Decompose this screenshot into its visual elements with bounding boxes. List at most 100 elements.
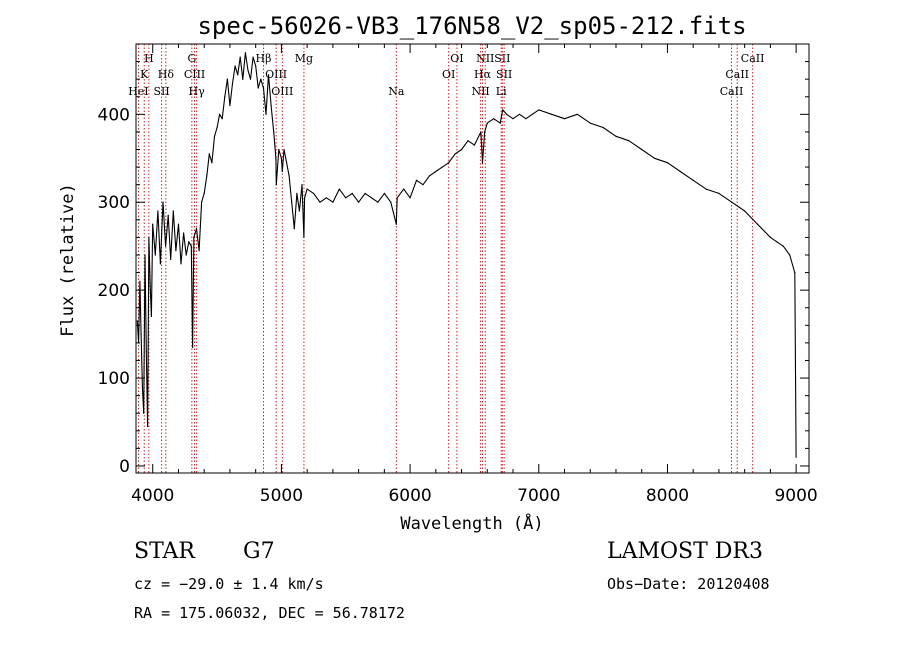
spectrum-point <box>185 254 187 256</box>
spectrum-point <box>396 197 398 199</box>
spectrum-point <box>518 113 521 115</box>
spectrum-point <box>370 197 373 199</box>
spectrum-point <box>144 254 146 256</box>
y-tick-label: 400 <box>98 105 130 125</box>
spectrum-point <box>180 263 182 265</box>
spectrum-point <box>192 346 194 348</box>
spectrum-point <box>280 157 282 159</box>
spectrum-point <box>301 184 303 186</box>
object-class: STAR <box>134 539 195 564</box>
spectrum-point <box>538 109 540 111</box>
spectrum-point <box>304 197 306 199</box>
spectrum-point <box>377 201 379 203</box>
line-label-9: OIII <box>265 68 287 81</box>
spectrum-point <box>403 188 405 190</box>
y-tick-label: 0 <box>119 457 130 477</box>
spectrum-point <box>262 87 265 89</box>
spectrum-line <box>136 52 797 458</box>
chart-title: spec-56026-VB3_176N58_V2_sp05-212.fits <box>197 12 746 40</box>
spectrum-point <box>293 228 295 230</box>
line-label-8: Hβ <box>256 52 272 65</box>
line-label-10: OIII <box>271 85 293 98</box>
spectrum-point <box>159 263 161 265</box>
line-label-16: Hα <box>474 68 492 81</box>
y-tick-label: 100 <box>98 369 130 389</box>
spectrum-point <box>782 245 784 247</box>
x-tick-label: 7000 <box>517 486 560 506</box>
plot-frame <box>135 43 810 474</box>
x-tick-label: 6000 <box>388 486 431 506</box>
spectrum-point <box>789 254 791 256</box>
y-tick-label: 200 <box>98 281 130 301</box>
line-label-2: HeI <box>128 85 148 98</box>
spectrum-point <box>136 320 138 322</box>
spectrum-point <box>641 148 643 151</box>
spectrum-point <box>296 192 298 194</box>
spectrum-point <box>422 184 424 186</box>
spectrum-point <box>157 210 159 212</box>
spectrum-point <box>291 201 293 203</box>
line-label-22: CaII <box>725 68 749 81</box>
spectrum-point <box>221 118 223 120</box>
spectrum-point <box>252 56 254 58</box>
spectrum-point <box>195 228 198 230</box>
spectrum-point <box>298 210 300 212</box>
spectrum-point <box>666 162 669 164</box>
spectrum-point <box>275 184 277 186</box>
spectrum-point <box>692 179 694 181</box>
spectrum-point <box>140 333 142 335</box>
spectrum-point <box>731 201 733 203</box>
spectrum-point <box>152 223 154 225</box>
spectrum-point <box>441 166 443 168</box>
spectrum-point <box>390 201 392 203</box>
spectrum-point <box>325 197 327 199</box>
spectrum-point <box>247 69 249 71</box>
spectrum-point <box>338 188 340 190</box>
line-label-14: OI <box>442 68 455 81</box>
spectrum-point <box>281 170 283 173</box>
spectrum-point <box>615 135 617 137</box>
x-tick-label: 5000 <box>260 486 303 506</box>
line-label-12: Na <box>388 85 405 98</box>
line-label-11: Mg <box>295 52 313 65</box>
line-label-3: SII <box>153 85 169 98</box>
spectrum-point <box>481 162 484 164</box>
spectrum-point <box>162 201 164 203</box>
spectrum-point <box>679 170 681 173</box>
spectrum-point <box>409 197 411 199</box>
spectrum-point <box>283 148 285 151</box>
spectrum-point <box>428 175 430 177</box>
spectrum-point <box>237 74 239 76</box>
redshift-velocity: cz = −29.0 ± 1.4 km/s <box>134 575 324 593</box>
spectrum-point <box>147 425 149 427</box>
spectrum-point <box>589 122 591 124</box>
line-label-6: CIII <box>184 68 205 81</box>
spectrum-point <box>267 74 270 76</box>
spectrum-point <box>351 192 353 194</box>
spectrum-point <box>718 192 720 194</box>
spectrum-point <box>502 109 504 111</box>
spectrum-point <box>201 201 203 203</box>
x-tick-label: 4000 <box>131 486 174 506</box>
survey-name: LAMOST DR3 <box>607 539 763 564</box>
spectrum-point <box>364 192 366 194</box>
line-label-5: G <box>187 52 196 65</box>
spectrum-point <box>313 192 315 194</box>
spectrum-point <box>239 56 241 58</box>
line-label-0: H <box>144 52 154 65</box>
y-tick-label: 300 <box>98 193 130 213</box>
spectrum-point <box>795 456 797 458</box>
spectrum-point <box>219 113 221 115</box>
spectrum-point <box>705 188 707 190</box>
spectrum-point <box>563 118 566 120</box>
line-label-4: Hδ <box>158 68 175 81</box>
spectrum-point <box>175 250 177 252</box>
spectrum-point <box>141 386 143 388</box>
spectrum-point <box>154 254 156 256</box>
line-label-13: OI <box>450 52 463 65</box>
spectrum-point <box>512 118 514 120</box>
observation-date: Obs−Date: 20120408 <box>607 575 770 593</box>
spectrum-point <box>143 412 145 414</box>
spectrum-series <box>136 52 797 458</box>
spectrum-point <box>794 272 796 274</box>
